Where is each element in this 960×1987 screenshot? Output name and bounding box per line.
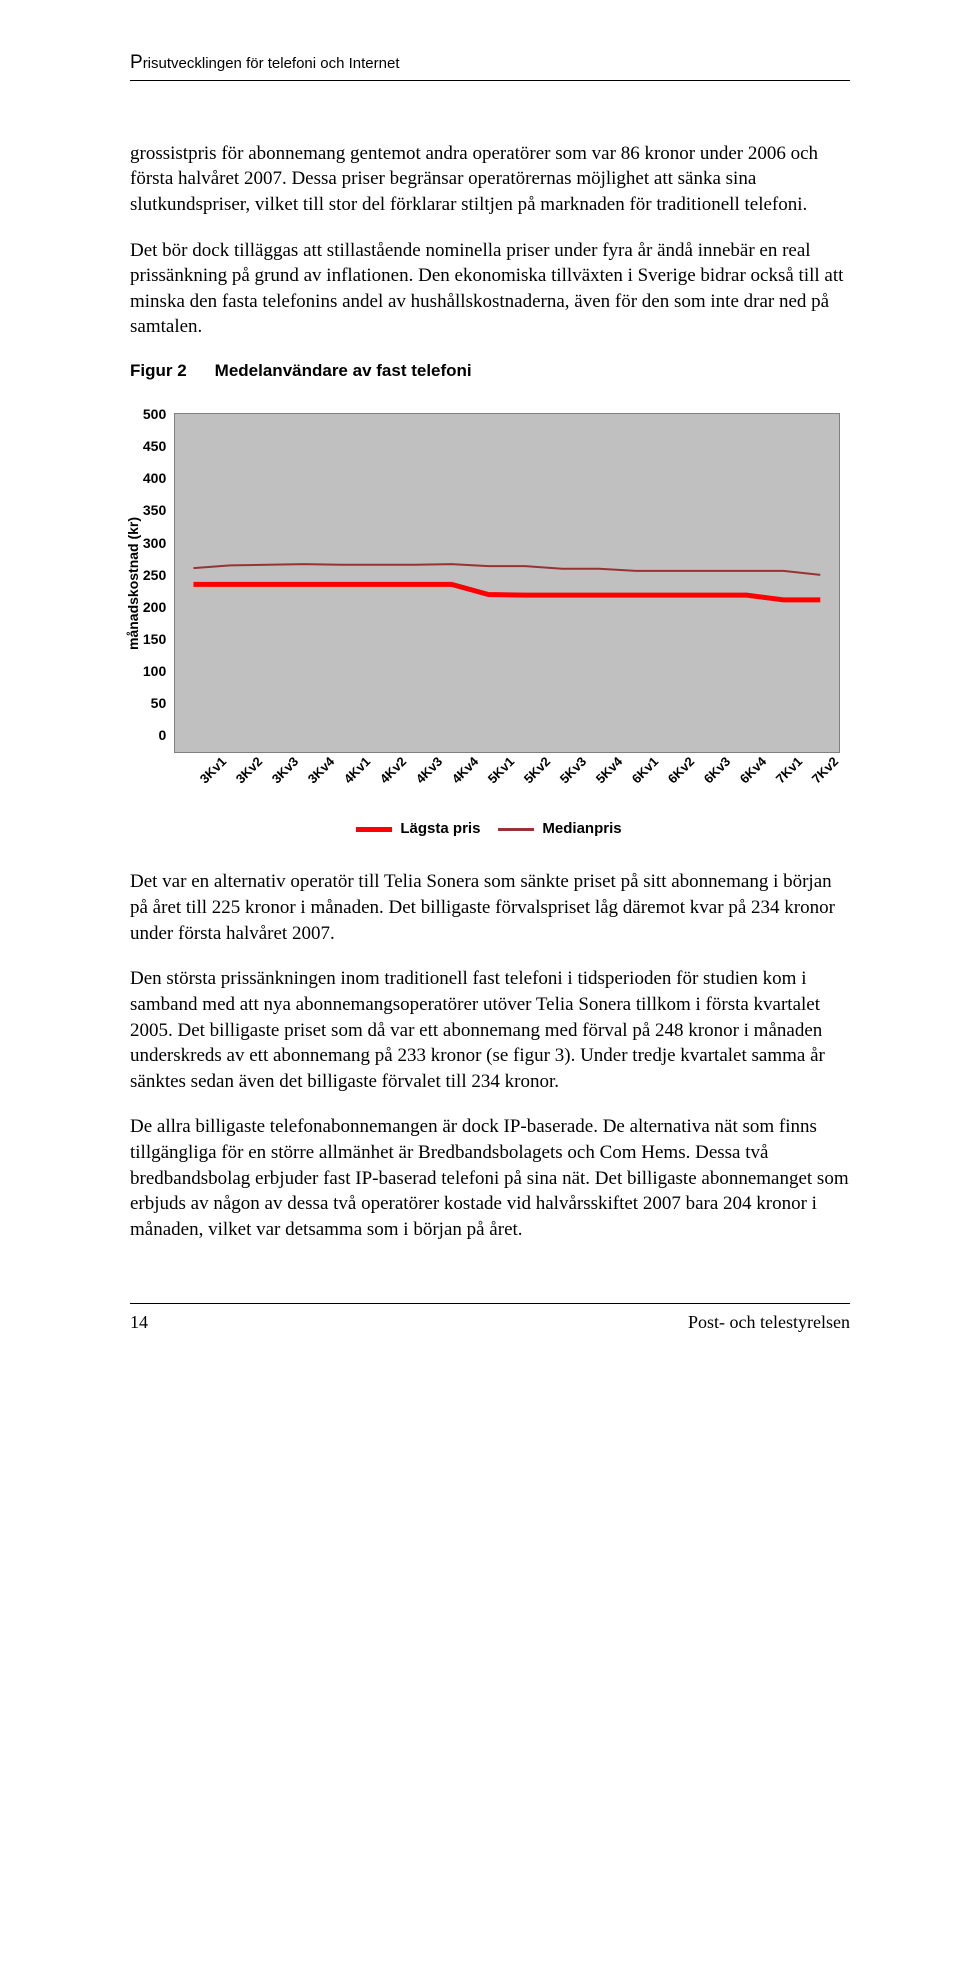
y-tick: 100 [143,662,166,681]
y-tick: 0 [143,726,166,745]
y-tick: 200 [143,598,166,617]
chart-container: månadskostnad (kr) 500450400350300250200… [120,413,840,839]
figure-title: Medelanvändare av fast telefoni [215,361,472,380]
page-header: Prisutvecklingen för telefoni och Intern… [130,50,850,81]
y-axis-label: månadskostnad (kr) [120,413,143,753]
page-footer: 14 Post- och telestyrelsen [130,1303,850,1334]
figure-caption: Figur 2 Medelanvändare av fast telefoni [130,360,850,383]
paragraph-1: grossistpris för abonnemang gentemot and… [130,141,850,218]
y-tick: 250 [143,566,166,585]
y-tick: 450 [143,437,166,456]
legend-label: Lägsta pris [400,820,480,837]
paragraph-2: Det bör dock tilläggas att stillastående… [130,238,850,341]
chart-series-line [194,584,821,600]
header-title-rest: risutvecklingen för telefoni och Interne… [143,55,400,72]
x-axis-ticks: 3Kv13Kv23Kv33Kv44Kv14Kv24Kv34Kv45Kv15Kv2… [192,757,840,797]
y-tick: 150 [143,630,166,649]
y-tick: 350 [143,501,166,520]
legend-swatch [498,828,534,831]
chart-series-line [194,564,821,575]
y-axis-ticks: 500450400350300250200150100500 [143,405,174,745]
paragraph-4: Den största prissänkningen inom traditio… [130,966,850,1094]
chart-plot-area [174,413,840,753]
y-tick: 500 [143,405,166,424]
figure-number: Figur 2 [130,361,187,380]
footer-org: Post- och telestyrelsen [688,1310,850,1334]
paragraph-5: De allra billigaste telefonabonnemangen … [130,1114,850,1242]
legend-label: Medianpris [542,820,621,837]
x-tick: 7Kv2 [808,750,862,804]
header-title-cap: P [130,52,143,73]
y-tick: 300 [143,534,166,553]
y-tick: 50 [143,694,166,713]
chart-legend: Lägsta pris Medianpris [120,819,840,839]
page-number: 14 [130,1310,148,1334]
legend-swatch [356,827,392,832]
y-tick: 400 [143,469,166,488]
paragraph-3: Det var en alternativ operatör till Teli… [130,869,850,946]
